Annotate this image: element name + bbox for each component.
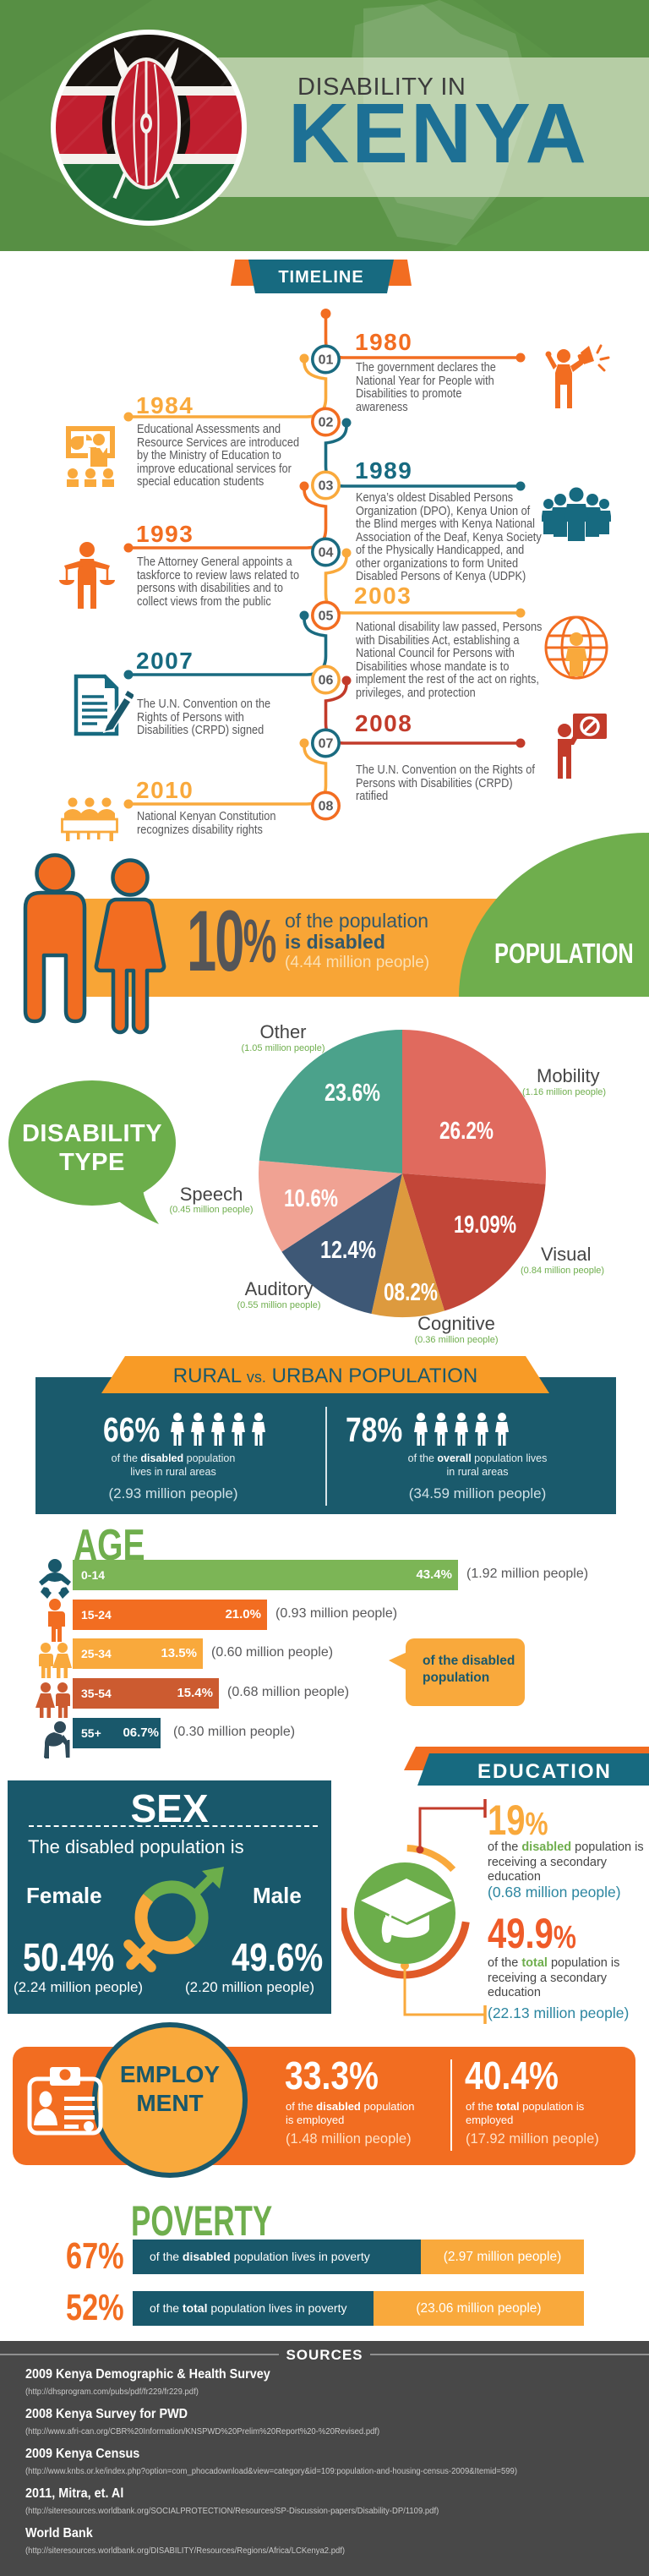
- svg-text:07: 07: [319, 737, 334, 752]
- svg-text:08: 08: [319, 800, 334, 814]
- svg-text:08.2%: 08.2%: [384, 1279, 438, 1306]
- svg-text:06: 06: [319, 674, 334, 688]
- svg-text:02: 02: [319, 416, 334, 430]
- svg-text:10.6%: 10.6%: [284, 1185, 338, 1212]
- svg-text:26.2%: 26.2%: [439, 1118, 494, 1145]
- svg-text:01: 01: [319, 353, 334, 368]
- svg-text:23.6%: 23.6%: [324, 1080, 380, 1107]
- svg-text:19.09%: 19.09%: [454, 1211, 516, 1239]
- svg-text:05: 05: [319, 610, 334, 624]
- svg-text:04: 04: [319, 546, 334, 561]
- svg-text:03: 03: [319, 479, 334, 494]
- svg-text:of the disabled: of the disabled: [423, 1654, 515, 1668]
- svg-text:RURAL vs. URBAN POPULATION: RURAL vs. URBAN POPULATION: [173, 1365, 477, 1387]
- svg-text:12.4%: 12.4%: [320, 1237, 376, 1264]
- svg-text:TIMELINE: TIMELINE: [278, 268, 363, 287]
- svg-text:EDUCATION: EDUCATION: [477, 1760, 612, 1783]
- svg-text:population: population: [423, 1671, 489, 1685]
